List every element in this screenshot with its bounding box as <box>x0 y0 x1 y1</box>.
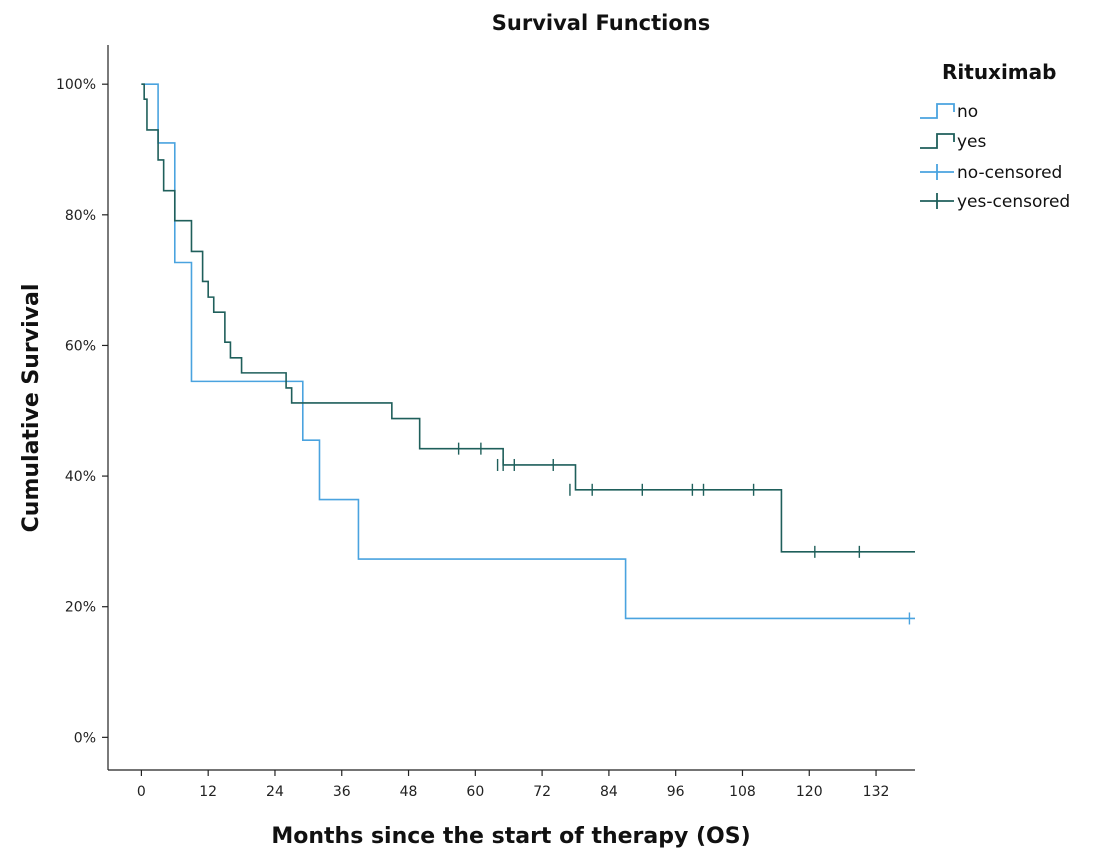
x-axis-label: Months since the start of therapy (OS) <box>271 824 750 849</box>
x-tick-label: 0 <box>137 784 146 800</box>
x-tick-label: 12 <box>199 784 217 800</box>
legend: Rituximab no yes no-censored yes-censored <box>920 60 1070 212</box>
legend-label: no <box>957 102 978 122</box>
x-tick-label: 24 <box>266 784 284 800</box>
x-tick-label: 48 <box>400 784 418 800</box>
x-tick-label: 84 <box>600 784 618 800</box>
y-tick-label: 0% <box>74 730 96 746</box>
chart-title: Survival Functions <box>492 11 710 35</box>
legend-swatch-step <box>920 103 955 119</box>
y-tick-label: 20% <box>65 600 96 616</box>
x-tick-label: 72 <box>533 784 551 800</box>
x-tick-label: 108 <box>729 784 756 800</box>
x-ticks: 0 12 24 36 48 60 72 84 96 108 120 132 <box>137 770 889 800</box>
legend-title: Rituximab <box>942 60 1056 84</box>
legend-swatch-step <box>920 133 955 149</box>
x-tick-label: 96 <box>667 784 685 800</box>
x-tick-label: 60 <box>466 784 484 800</box>
legend-label: yes-censored <box>957 192 1070 212</box>
y-tick-label: 100% <box>56 77 96 93</box>
legend-label: no-censored <box>957 163 1062 183</box>
survival-line-no <box>141 83 915 620</box>
y-axis-label: Cumulative Survival <box>19 284 44 533</box>
y-tick-label: 40% <box>65 469 96 485</box>
plot-area <box>141 83 915 625</box>
legend-label: yes <box>957 132 987 152</box>
y-tick-label: 60% <box>65 338 96 354</box>
x-tick-label: 36 <box>333 784 351 800</box>
x-tick-label: 120 <box>796 784 823 800</box>
y-ticks: 0% 20% 40% 60% 80% 100% <box>56 77 108 746</box>
x-tick-label: 132 <box>863 784 890 800</box>
survival-line-yes <box>141 83 915 553</box>
y-tick-label: 80% <box>65 208 96 224</box>
